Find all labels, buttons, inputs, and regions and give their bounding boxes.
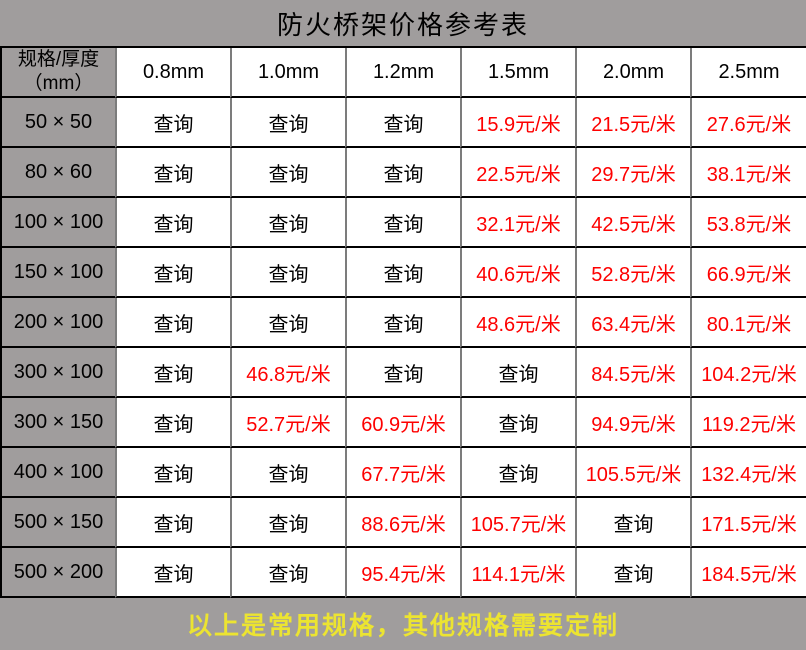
price-cell: 84.5元/米 — [575, 348, 690, 398]
price-cell: 88.6元/米 — [345, 498, 460, 548]
query-cell: 查询 — [115, 198, 230, 248]
query-cell: 查询 — [230, 548, 345, 598]
page-title: 防火桥架价格参考表 — [0, 0, 806, 48]
price-cell: 171.5元/米 — [690, 498, 806, 548]
price-cell: 38.1元/米 — [690, 148, 806, 198]
query-cell: 查询 — [460, 398, 575, 448]
price-cell: 21.5元/米 — [575, 98, 690, 148]
col-header-cell: 1.5mm — [460, 48, 575, 98]
price-cell: 52.7元/米 — [230, 398, 345, 448]
query-cell: 查询 — [115, 248, 230, 298]
query-cell: 查询 — [115, 98, 230, 148]
price-cell: 132.4元/米 — [690, 448, 806, 498]
query-cell: 查询 — [230, 98, 345, 148]
price-cell: 48.6元/米 — [460, 298, 575, 348]
col-header-cell: 1.2mm — [345, 48, 460, 98]
row-spec-cell: 100 × 100 — [2, 198, 115, 248]
row-spec-cell: 400 × 100 — [2, 448, 115, 498]
price-cell: 40.6元/米 — [460, 248, 575, 298]
price-cell: 94.9元/米 — [575, 398, 690, 448]
price-cell: 63.4元/米 — [575, 298, 690, 348]
query-cell: 查询 — [115, 348, 230, 398]
footer-note: 以上是常用规格，其他规格需要定制 — [186, 612, 619, 640]
corner-header-cell: 规格/厚度 （mm） — [2, 48, 115, 98]
query-cell: 查询 — [115, 398, 230, 448]
query-cell: 查询 — [230, 248, 345, 298]
price-cell: 105.7元/米 — [460, 498, 575, 548]
price-table: 规格/厚度 （mm） 0.8mm 1.0mm 1.2mm 1.5mm 2.0mm 2.5mm… — [0, 48, 806, 598]
row-spec-cell: 500 × 200 — [2, 548, 115, 598]
query-cell: 查询 — [345, 248, 460, 298]
price-cell: 52.8元/米 — [575, 248, 690, 298]
price-cell: 114.1元/米 — [460, 548, 575, 598]
query-cell: 查询 — [230, 198, 345, 248]
query-cell: 查询 — [230, 298, 345, 348]
row-spec-cell: 150 × 100 — [2, 248, 115, 298]
query-cell: 查询 — [575, 548, 690, 598]
row-spec-cell: 80 × 60 — [2, 148, 115, 198]
query-cell: 查询 — [115, 148, 230, 198]
row-spec-cell: 200 × 100 — [2, 298, 115, 348]
price-cell: 184.5元/米 — [690, 548, 806, 598]
price-cell: 32.1元/米 — [460, 198, 575, 248]
price-cell: 119.2元/米 — [690, 398, 806, 448]
row-spec-cell: 500 × 150 — [2, 498, 115, 548]
price-cell: 80.1元/米 — [690, 298, 806, 348]
query-cell: 查询 — [230, 148, 345, 198]
query-cell: 查询 — [115, 298, 230, 348]
col-header-cell: 0.8mm — [115, 48, 230, 98]
query-cell: 查询 — [345, 298, 460, 348]
query-cell: 查询 — [345, 348, 460, 398]
query-cell: 查询 — [575, 498, 690, 548]
col-header-cell: 2.0mm — [575, 48, 690, 98]
query-cell: 查询 — [345, 198, 460, 248]
query-cell: 查询 — [345, 98, 460, 148]
col-header-cell: 1.0mm — [230, 48, 345, 98]
row-spec-cell: 300 × 150 — [2, 398, 115, 448]
price-cell: 67.7元/米 — [345, 448, 460, 498]
query-cell: 查询 — [230, 448, 345, 498]
price-cell: 42.5元/米 — [575, 198, 690, 248]
price-cell: 53.8元/米 — [690, 198, 806, 248]
price-cell: 95.4元/米 — [345, 548, 460, 598]
row-spec-cell: 50 × 50 — [2, 98, 115, 148]
price-cell: 66.9元/米 — [690, 248, 806, 298]
price-cell: 60.9元/米 — [345, 398, 460, 448]
query-cell: 查询 — [460, 448, 575, 498]
row-spec-cell: 300 × 100 — [2, 348, 115, 398]
col-header-cell: 2.5mm — [690, 48, 806, 98]
query-cell: 查询 — [115, 498, 230, 548]
price-cell: 15.9元/米 — [460, 98, 575, 148]
query-cell: 查询 — [345, 148, 460, 198]
price-cell: 27.6元/米 — [690, 98, 806, 148]
query-cell: 查询 — [230, 498, 345, 548]
price-cell: 46.8元/米 — [230, 348, 345, 398]
query-cell: 查询 — [115, 548, 230, 598]
query-cell: 查询 — [115, 448, 230, 498]
price-cell: 29.7元/米 — [575, 148, 690, 198]
price-cell: 22.5元/米 — [460, 148, 575, 198]
query-cell: 查询 — [460, 348, 575, 398]
price-cell: 104.2元/米 — [690, 348, 806, 398]
price-cell: 105.5元/米 — [575, 448, 690, 498]
